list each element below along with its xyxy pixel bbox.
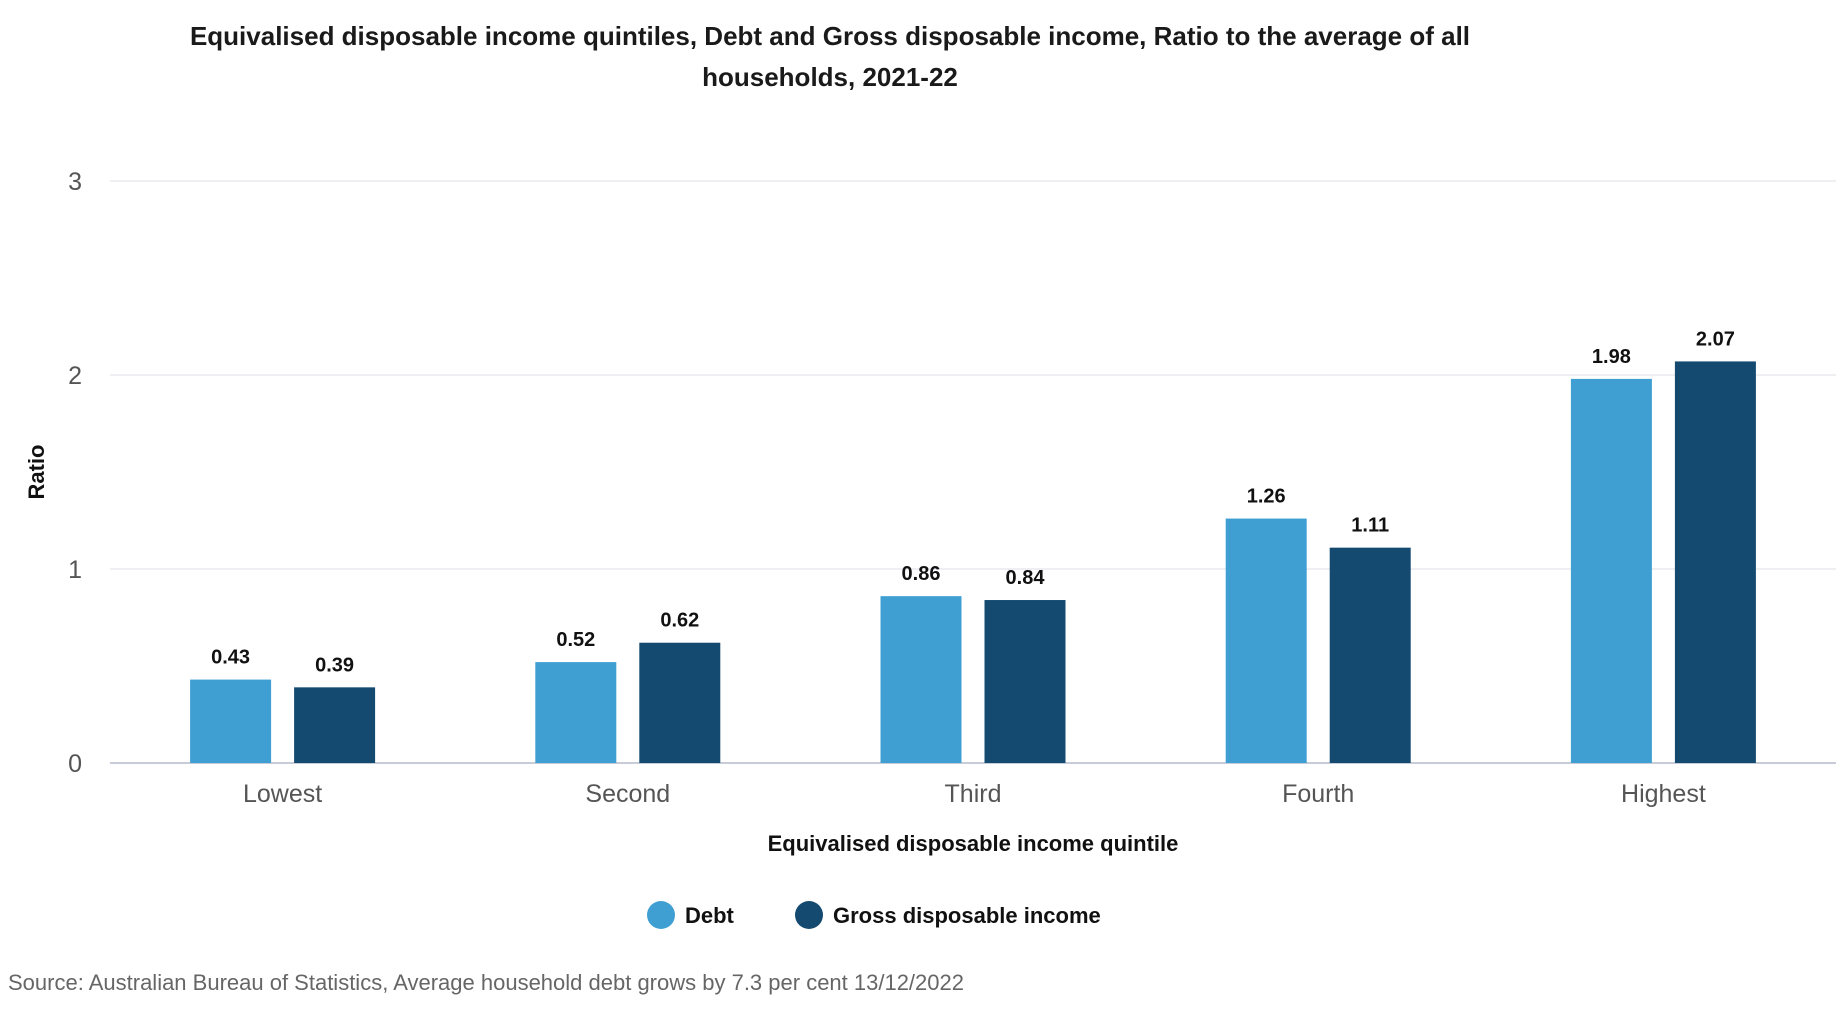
x-tick-label: Second <box>585 780 670 808</box>
legend-label: Gross disposable income <box>833 903 1101 928</box>
bar-gross-income-third <box>984 600 1066 763</box>
y-axis-title: Ratio <box>24 445 49 500</box>
bar-gross-income-lowest <box>294 687 376 763</box>
data-label: 0.62 <box>660 610 699 632</box>
y-tick-label: 3 <box>68 168 82 196</box>
legend: Debt Gross disposable income <box>647 901 1101 929</box>
chart-title: Equivalised disposable income quintiles,… <box>189 21 1471 92</box>
bar-debt-highest <box>1570 378 1652 763</box>
source-note: Source: Australian Bureau of Statistics,… <box>8 970 964 995</box>
legend-swatch <box>795 901 823 929</box>
x-axis-ticks: Lowest Second Third Fourth Highest <box>243 780 1706 808</box>
data-labels: 0.43 0.39 0.52 0.62 0.86 0.84 1.26 1.11 1.98 2.07 <box>211 328 1735 676</box>
y-tick-label: 0 <box>68 750 82 778</box>
data-label: 0.52 <box>556 629 595 651</box>
data-label: 2.07 <box>1696 328 1735 350</box>
bar-gross-income-fourth <box>1329 547 1411 763</box>
data-label: 0.39 <box>315 654 354 676</box>
y-tick-label: 1 <box>68 556 82 584</box>
data-label: 0.86 <box>902 563 941 585</box>
y-tick-label: 2 <box>68 362 82 390</box>
gridlines <box>110 180 1836 764</box>
data-label: 0.43 <box>211 647 250 669</box>
data-label: 1.11 <box>1351 515 1389 537</box>
bars <box>190 361 1756 763</box>
data-label: 1.26 <box>1247 486 1286 508</box>
bar-debt-fourth <box>1225 518 1307 763</box>
y-axis-ticks: 0 1 2 3 <box>68 168 82 778</box>
bar-gross-income-highest <box>1674 361 1756 763</box>
x-tick-label: Third <box>945 780 1002 808</box>
bar-debt-lowest <box>190 679 272 763</box>
x-tick-label: Fourth <box>1282 780 1354 808</box>
x-axis-title: Equivalised disposable income quintile <box>768 831 1179 856</box>
data-label: 1.98 <box>1592 346 1631 368</box>
bar-debt-third <box>880 596 962 763</box>
x-tick-label: Highest <box>1621 780 1706 808</box>
bar-gross-income-second <box>639 642 721 763</box>
legend-swatch <box>647 901 675 929</box>
x-tick-label: Lowest <box>243 780 322 808</box>
data-label: 0.84 <box>1006 567 1046 589</box>
bar-debt-second <box>535 662 617 763</box>
legend-label: Debt <box>685 903 735 928</box>
